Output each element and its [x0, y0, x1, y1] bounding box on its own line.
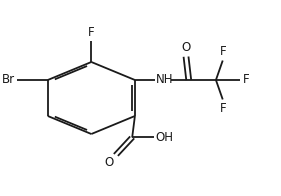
Text: F: F: [88, 26, 95, 39]
Text: Br: Br: [2, 74, 15, 86]
Text: F: F: [219, 102, 226, 115]
Text: F: F: [219, 45, 226, 58]
Text: O: O: [104, 156, 113, 169]
Text: NH: NH: [156, 74, 174, 86]
Text: O: O: [182, 41, 191, 54]
Text: F: F: [243, 74, 249, 86]
Text: OH: OH: [155, 131, 173, 144]
